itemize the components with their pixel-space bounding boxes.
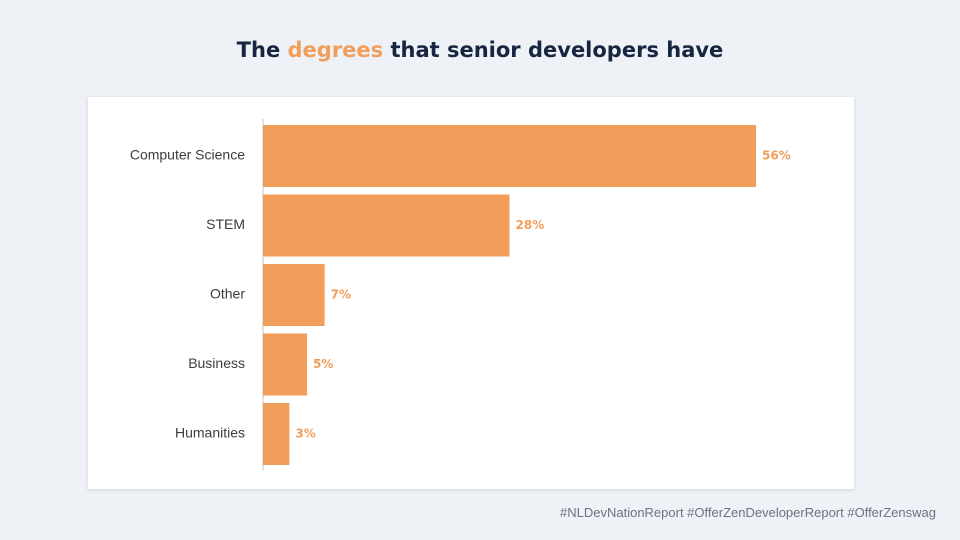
category-label: Computer Science xyxy=(130,147,245,163)
title-highlight: degrees xyxy=(287,38,384,62)
value-label: 56% xyxy=(762,149,791,163)
chart-card: Computer Science 56% STEM 28% Other 7% Busines… xyxy=(88,97,854,489)
bar-other xyxy=(263,264,325,326)
bar-business xyxy=(263,333,308,396)
title-prefix: The xyxy=(236,38,288,62)
category-label: STEM xyxy=(206,216,245,232)
bar-chart: Computer Science 56% STEM 28% Other 7% Busines… xyxy=(130,119,791,471)
footer-hashtags: #NLDevNationReport #OfferZenDeveloperRep… xyxy=(560,505,936,520)
page-title: The degrees that senior developers have xyxy=(0,38,960,62)
value-label: 28% xyxy=(516,218,545,232)
value-label: 7% xyxy=(331,288,351,302)
bar-humanities xyxy=(263,403,290,465)
title-suffix: that senior developers have xyxy=(383,38,724,62)
category-label: Other xyxy=(210,286,245,302)
category-label: Humanities xyxy=(175,425,245,441)
category-label: Business xyxy=(188,355,245,371)
value-label: 5% xyxy=(313,357,333,371)
bar-computer-science xyxy=(263,125,756,187)
value-label: 3% xyxy=(295,427,315,441)
bar-stem xyxy=(263,194,510,257)
